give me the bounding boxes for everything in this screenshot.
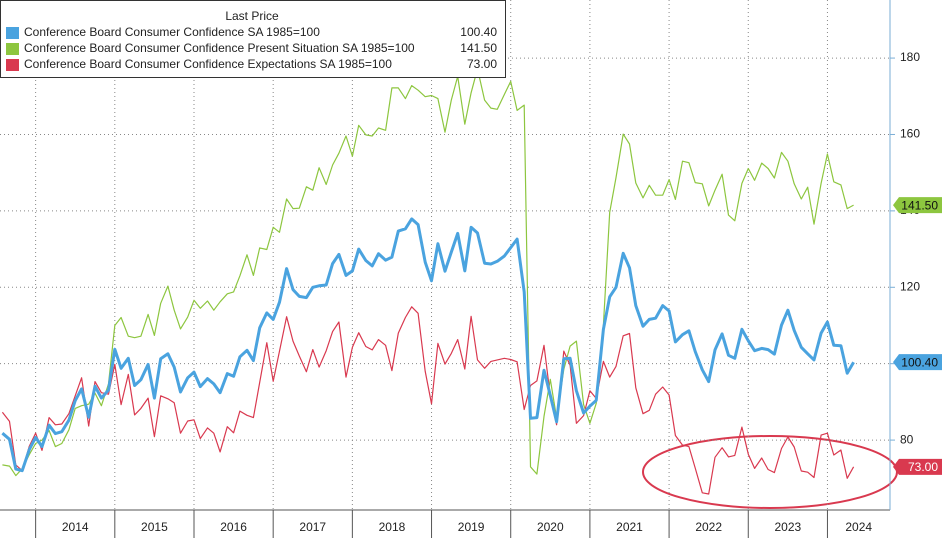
x-tick-label: 2024	[845, 520, 872, 534]
legend-label: Conference Board Consumer Confidence Exp…	[24, 57, 392, 71]
x-tick-label: 2021	[616, 520, 643, 534]
legend-swatch	[6, 43, 19, 55]
y-tick-label: 120	[900, 279, 920, 293]
legend-swatch	[6, 27, 19, 39]
series-line	[1, 306, 855, 495]
x-tick-label: 2018	[379, 520, 406, 534]
x-tick-label: 2014	[62, 520, 89, 534]
last-value-tag	[893, 354, 942, 371]
legend-label: Conference Board Consumer Confidence SA …	[24, 25, 320, 39]
highlight-ellipse	[642, 435, 898, 509]
last-value-label: 100.40	[901, 355, 938, 369]
y-tick-label: 160	[900, 127, 920, 141]
legend-label: Conference Board Consumer Confidence Pre…	[24, 41, 415, 55]
x-tick-label: 2022	[695, 520, 722, 534]
last-value-tag	[893, 197, 942, 214]
series-line	[1, 217, 855, 473]
legend-value: 73.00	[467, 57, 497, 71]
x-tick-label: 2019	[458, 520, 485, 534]
x-tick-label: 2015	[141, 520, 168, 534]
x-tick-label: 2020	[537, 520, 564, 534]
y-tick-label: 80	[900, 432, 914, 446]
legend-value: 100.40	[460, 25, 497, 39]
last-value-tag	[893, 458, 942, 475]
last-value-label: 73.00	[908, 460, 938, 474]
x-tick-label: 2016	[220, 520, 247, 534]
legend-title: Last Price	[225, 9, 279, 23]
legend: Last Price Conference Board Consumer Conf…	[0, 0, 506, 78]
legend-value: 141.50	[460, 41, 497, 55]
legend-box	[0, 0, 506, 78]
legend-swatch	[6, 59, 19, 71]
x-tick-label: 2017	[299, 520, 326, 534]
x-tick-label: 2023	[775, 520, 802, 534]
y-tick-label: 180	[900, 50, 920, 64]
series-line	[2, 68, 854, 477]
last-value-label: 141.50	[901, 198, 938, 212]
